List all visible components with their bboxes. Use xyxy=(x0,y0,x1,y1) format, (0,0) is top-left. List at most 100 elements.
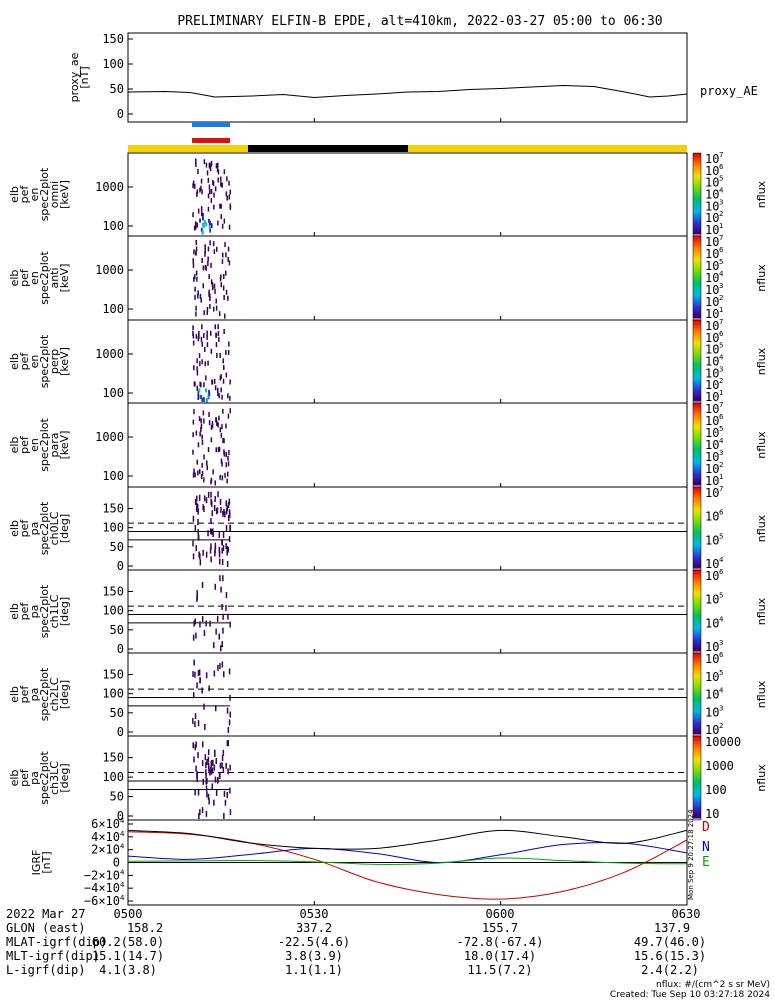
legend-proxy-ae: proxy_AE xyxy=(700,84,758,98)
colorbar-tick-label: 10 xyxy=(705,569,719,583)
spectrogram-pixel xyxy=(206,307,209,312)
spectrogram-pixel xyxy=(202,224,205,229)
colorbar-tick-exponent: 4 xyxy=(719,556,724,564)
colorbar-tick-label: 10 xyxy=(705,670,719,684)
spectrogram-pixel xyxy=(220,176,222,182)
spectrogram-pixel xyxy=(223,295,225,300)
axis-label: [deg] xyxy=(58,680,71,709)
spectrogram-pixel xyxy=(193,620,195,627)
spectrogram-pixel xyxy=(224,313,226,319)
colorbar-tick-exponent: 4 xyxy=(719,354,724,362)
colorbar-tick-exponent: 3 xyxy=(719,198,723,206)
colorbar-gradient xyxy=(692,486,702,571)
ephemeris-cell: 60.2(58.0) xyxy=(92,935,164,949)
spectrogram-pixel xyxy=(208,184,211,190)
spectrogram-pixel xyxy=(193,756,195,763)
panels: proxy_ae[nT]150100500proxy_AEelbpefenspe… xyxy=(8,32,768,908)
axis-label: pef xyxy=(18,352,31,371)
colorbar-tick-label: 10 xyxy=(705,164,719,178)
spectrogram-pixel xyxy=(196,385,198,391)
spectrogram-pixel xyxy=(222,575,224,582)
y-tick-label: 100 xyxy=(102,469,124,483)
spectrogram-pixel xyxy=(192,212,194,218)
y-tick-label: 50 xyxy=(110,706,124,720)
spectrogram-pixel xyxy=(210,330,212,336)
spectrogram-pixel xyxy=(198,669,201,676)
spectrogram-pixel xyxy=(198,330,200,336)
legend-N: N xyxy=(702,840,710,855)
spectrogram-pixel xyxy=(200,382,202,388)
spectrogram-pixel xyxy=(197,208,200,214)
y-tick-exponent: 4 xyxy=(120,843,125,851)
ephemeris-cell: 11.5(7.2) xyxy=(467,963,532,977)
spectrogram-pixel xyxy=(211,423,214,429)
colorbar-tick-label: 10 xyxy=(705,652,719,666)
spectrogram-pixel xyxy=(194,381,196,387)
spectrogram-pixel xyxy=(195,221,197,227)
spectrogram-pixel xyxy=(207,756,210,763)
spectrogram-pixel xyxy=(218,415,220,421)
spectrogram-pixel xyxy=(206,397,209,402)
spectrogram-pixel xyxy=(207,206,210,212)
spectrogram-pixel xyxy=(222,627,224,634)
colorbar-label: nflux xyxy=(755,680,768,708)
axis-label: [nT] xyxy=(40,851,53,873)
spectrogram-pixel xyxy=(215,789,218,796)
spectrogram-pixel xyxy=(207,261,209,266)
colorbar-gradient xyxy=(692,235,702,321)
spectrogram-pixel xyxy=(228,260,231,266)
colorbar-tick-label: 10 xyxy=(705,593,719,607)
spectrogram-pixel xyxy=(205,769,207,776)
created-note: Created: Tue Sep 10 03:27:18 2024 xyxy=(610,990,770,1000)
spectrogram-pixel xyxy=(196,590,198,597)
spectrogram-pixel xyxy=(227,246,230,252)
spectrogram-pixel xyxy=(210,543,212,550)
ephemeris-row-label: L-igrf(dip) xyxy=(6,963,85,977)
colorbar-gradient xyxy=(692,569,702,654)
spectrogram-pixel xyxy=(213,192,215,198)
spectrogram-pixel xyxy=(195,430,198,436)
spectrogram-pixel xyxy=(221,661,224,668)
spectrogram-pixel xyxy=(222,408,224,414)
spectrogram-pixel xyxy=(219,558,221,565)
spectrogram-pixel xyxy=(214,542,217,549)
spectrogram-pixel xyxy=(200,297,202,303)
spectrogram-pixel xyxy=(194,618,196,625)
spectrogram-pixel xyxy=(222,510,224,517)
spectrogram-pixel xyxy=(220,274,222,280)
colorbar-tick-label: 10 xyxy=(705,355,719,369)
spectrogram-pixel xyxy=(211,510,213,517)
colorbar-tick-exponent: 2 xyxy=(719,722,723,730)
colorbar-tick-label: 10 xyxy=(705,283,719,297)
axis-label: [nT] xyxy=(78,66,91,88)
spectrogram-pixel xyxy=(197,670,200,676)
colorbar-tick-label: 10 xyxy=(705,366,719,380)
spectrogram-pixel xyxy=(218,393,220,399)
colorbar-tick-exponent: 6 xyxy=(719,163,724,171)
axis-label: [deg] xyxy=(58,514,71,543)
y-tick-label: 1000 xyxy=(95,347,124,361)
axis-label: elb xyxy=(8,686,21,703)
spectrogram-pixel xyxy=(213,204,215,210)
spectrogram-pixel xyxy=(197,504,199,511)
colorbar-tick-exponent: 3 xyxy=(719,639,723,647)
spectrogram-pixel xyxy=(205,672,208,679)
spectrogram-pixel xyxy=(214,385,217,391)
colorbar-tick-label: 10 xyxy=(705,259,719,273)
colorbar-tick-exponent: 3 xyxy=(719,365,723,373)
colorbar-tick-exponent: 6 xyxy=(719,330,724,338)
spectrogram-pixel xyxy=(203,333,205,338)
spectrogram-pixel xyxy=(213,378,216,384)
spectrogram-pixel xyxy=(226,791,228,798)
spectrogram-pixel xyxy=(214,776,217,783)
spectrogram-pixel xyxy=(196,506,198,512)
spectrogram-pixel xyxy=(224,242,226,248)
panel-proxy_ae: proxy_ae[nT] 150 100 50 0 proxy_AE xyxy=(68,32,758,123)
spectrogram-pixel xyxy=(192,515,195,522)
colorbar-tick-exponent: 1 xyxy=(719,389,723,397)
ephemeris-cell: 2.4(2.2) xyxy=(641,963,699,977)
spectrogram-pixel xyxy=(200,336,203,342)
spectrogram-pixel xyxy=(205,778,207,785)
colorbar-tick-label: 10 xyxy=(705,343,719,357)
colorbar-tick-exponent: 5 xyxy=(719,669,723,677)
